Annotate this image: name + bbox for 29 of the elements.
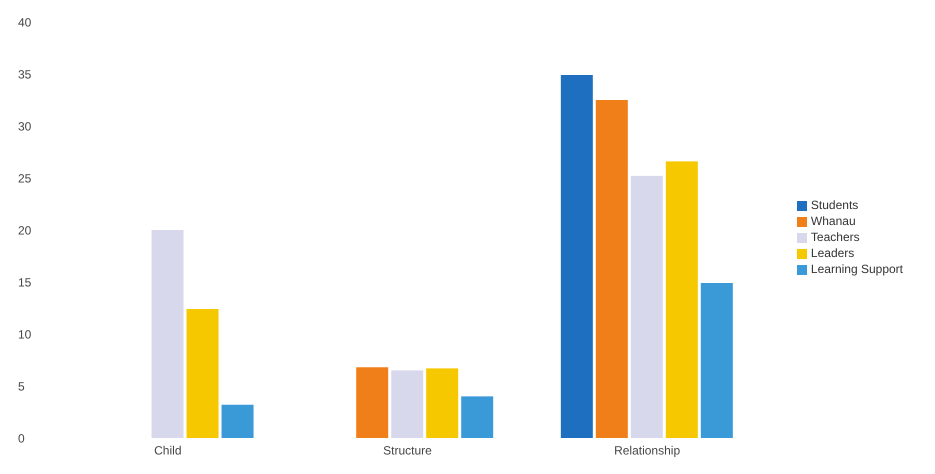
bar xyxy=(700,283,733,438)
y-tick-label: 0 xyxy=(18,431,25,446)
bar xyxy=(461,396,494,438)
bar xyxy=(630,176,663,438)
y-tick-label: 20 xyxy=(18,223,32,238)
bar xyxy=(152,230,184,438)
legend-label: Leaders xyxy=(810,246,854,260)
bar xyxy=(186,309,219,438)
y-tick-label: 35 xyxy=(18,67,32,82)
y-tick-label: 25 xyxy=(18,171,32,186)
bar xyxy=(426,368,458,438)
x-tick-label: Child xyxy=(154,444,182,458)
bar xyxy=(666,161,698,438)
x-tick-label: Structure xyxy=(383,444,432,458)
y-tick-label: 5 xyxy=(18,379,25,394)
y-tick-label: 15 xyxy=(18,275,32,290)
legend-label: Teachers xyxy=(810,230,860,244)
bar xyxy=(391,370,424,438)
x-tick-label: Relationship xyxy=(614,444,680,458)
legend-label: Learning Support xyxy=(810,262,903,276)
legend-label: Whanau xyxy=(810,214,856,228)
bar xyxy=(560,75,593,438)
y-tick-label: 30 xyxy=(18,119,32,134)
y-tick-label: 40 xyxy=(18,15,32,30)
bar xyxy=(596,100,628,438)
y-tick-label: 10 xyxy=(18,327,32,342)
bar xyxy=(356,367,388,438)
legend-label: Students xyxy=(810,198,858,212)
bar xyxy=(222,404,254,438)
